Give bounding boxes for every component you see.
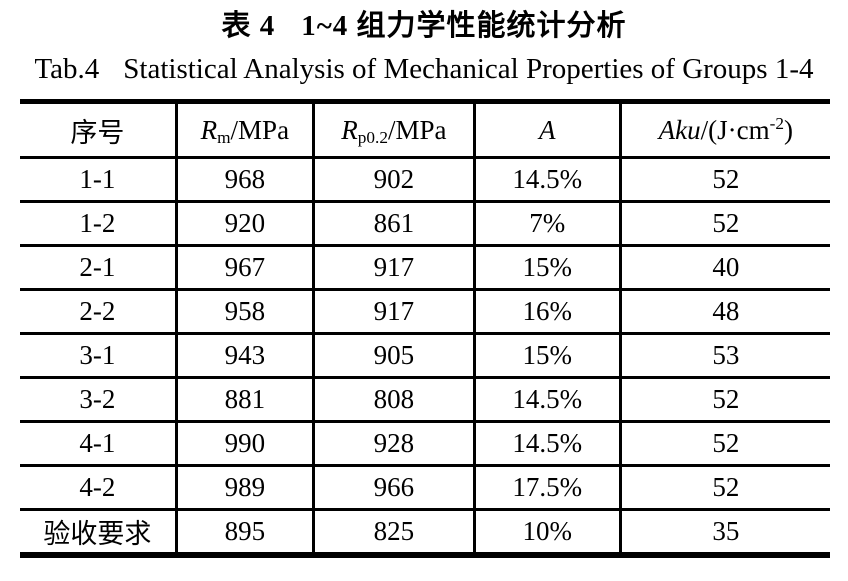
- cell-col-index: 验收要求: [20, 508, 178, 555]
- cell-col-rp02: 928: [311, 420, 476, 467]
- cell-col-rm: 968: [174, 156, 315, 203]
- header-col-rp02: Rp0.2/MPa: [311, 101, 476, 159]
- header-col-rm: Rm/MPa: [174, 101, 315, 159]
- cell-col-aku: 52: [618, 156, 830, 203]
- cell-col-aku: 48: [618, 288, 830, 335]
- table-row-3-2: 3-2 881 808 14.5% 52: [20, 376, 830, 423]
- cell-col-aku: 52: [618, 464, 830, 511]
- cell-col-rp02: 905: [311, 332, 476, 379]
- cell-col-a: 14.5%: [472, 420, 622, 467]
- cell-col-index: 1-2: [20, 200, 178, 247]
- table-row-4-2: 4-2 989 966 17.5% 52: [20, 464, 830, 511]
- cell-col-rp02: 861: [311, 200, 476, 247]
- cell-col-index: 1-1: [20, 156, 178, 203]
- table-row-2-1: 2-1 967 917 15% 40: [20, 244, 830, 291]
- cell-col-index: 2-1: [20, 244, 178, 291]
- table-row-1-2: 1-2 920 861 7% 52: [20, 200, 830, 247]
- cell-col-aku: 52: [618, 200, 830, 247]
- cell-col-rp02: 808: [311, 376, 476, 423]
- cell-col-a: 15%: [472, 332, 622, 379]
- cell-col-rm: 990: [174, 420, 315, 467]
- cell-col-a: 15%: [472, 244, 622, 291]
- cell-col-rm: 967: [174, 244, 315, 291]
- header-col-a: A: [472, 101, 622, 159]
- table-caption-zh-label: 表 4: [221, 10, 276, 42]
- cell-col-rp02: 917: [311, 288, 476, 335]
- cell-col-a: 10%: [472, 508, 622, 555]
- cell-col-aku: 53: [618, 332, 830, 379]
- table-header-row: 序号 Rm/MPa Rp0.2/MPa A Aku/(J·cm-2): [20, 101, 830, 159]
- cell-col-aku: 40: [618, 244, 830, 291]
- cell-col-rm: 958: [174, 288, 315, 335]
- table-body: 1-1 968 902 14.5% 52 1-2 920 861 7% 52 2-1 967 917 15…: [20, 156, 830, 555]
- cell-col-rm: 920: [174, 200, 315, 247]
- cell-col-rm: 989: [174, 464, 315, 511]
- table-row-2-2: 2-2 958 917 16% 48: [20, 288, 830, 335]
- cell-col-a: 14.5%: [472, 156, 622, 203]
- table-caption-zh: 表 4 1~4 组力学性能统计分析: [0, 6, 848, 46]
- cell-col-index: 2-2: [20, 288, 178, 335]
- cell-col-aku: 35: [618, 508, 830, 555]
- table-caption-en-label: Tab.4: [34, 53, 100, 85]
- cell-col-a: 16%: [472, 288, 622, 335]
- table-caption-en-text: Statistical Analysis of Mechanical Prope…: [123, 53, 814, 85]
- cell-col-rp02: 902: [311, 156, 476, 203]
- cell-col-index: 4-2: [20, 464, 178, 511]
- cell-col-index: 4-1: [20, 420, 178, 467]
- mechanical-properties-table: 序号 Rm/MPa Rp0.2/MPa A Aku/(J·cm-2) 1-1 968 902…: [20, 99, 830, 558]
- cell-col-rm: 881: [174, 376, 315, 423]
- table-caption-en: Tab.4 Statistical Analysis of Mechanical …: [0, 49, 848, 89]
- cell-col-a: 17.5%: [472, 464, 622, 511]
- table-caption-zh-text: 1~4 组力学性能统计分析: [301, 10, 627, 42]
- header-col-aku: Aku/(J·cm-2): [618, 101, 830, 159]
- header-col-index: 序号: [20, 101, 178, 159]
- cell-col-a: 7%: [472, 200, 622, 247]
- cell-col-rm: 943: [174, 332, 315, 379]
- cell-col-index: 3-2: [20, 376, 178, 423]
- cell-col-rp02: 917: [311, 244, 476, 291]
- table-row-验收要求: 验收要求 895 825 10% 35: [20, 508, 830, 555]
- cell-col-rp02: 966: [311, 464, 476, 511]
- table-row-1-1: 1-1 968 902 14.5% 52: [20, 156, 830, 203]
- cell-col-aku: 52: [618, 420, 830, 467]
- cell-col-a: 14.5%: [472, 376, 622, 423]
- table-row-3-1: 3-1 943 905 15% 53: [20, 332, 830, 379]
- cell-col-index: 3-1: [20, 332, 178, 379]
- cell-col-aku: 52: [618, 376, 830, 423]
- cell-col-rm: 895: [174, 508, 315, 555]
- table-row-4-1: 4-1 990 928 14.5% 52: [20, 420, 830, 467]
- cell-col-rp02: 825: [311, 508, 476, 555]
